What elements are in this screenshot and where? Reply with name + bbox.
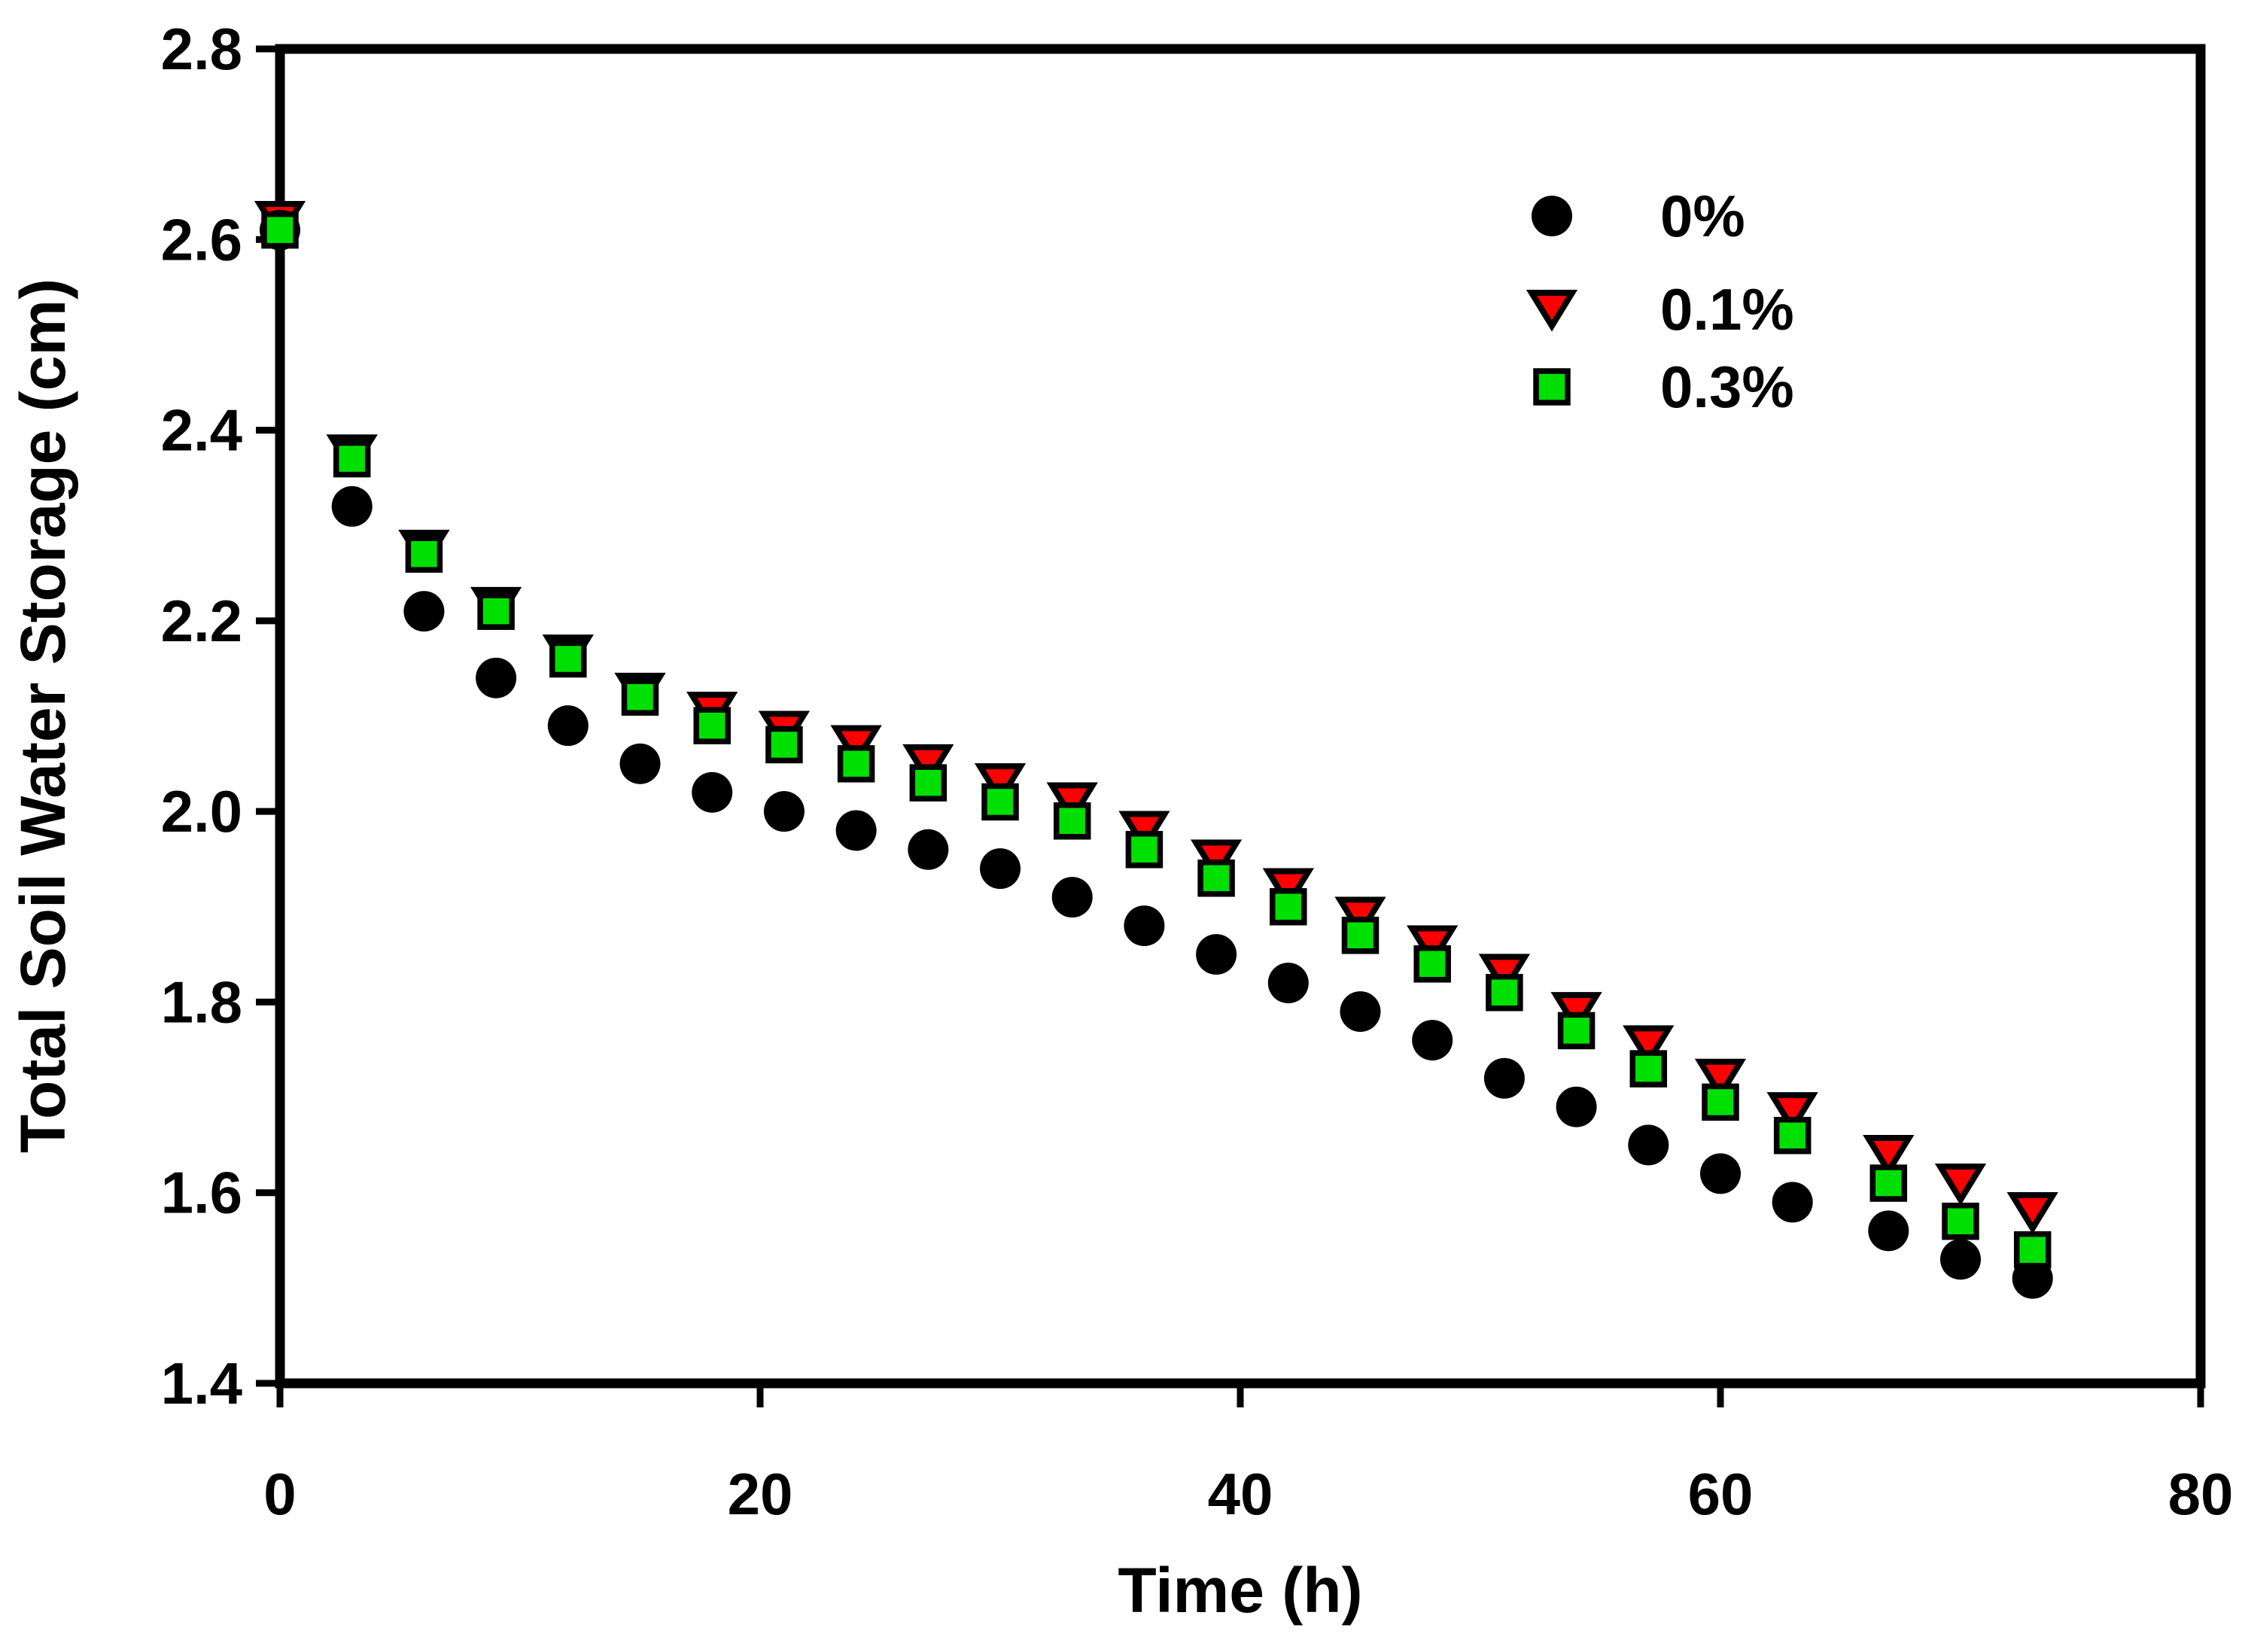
x-axis-title: Time (h) xyxy=(1118,1555,1362,1626)
data-point-square xyxy=(765,726,803,764)
y-tick-label: 2.4 xyxy=(161,397,242,464)
legend-item-label: 0.1% xyxy=(1660,276,1794,342)
data-point-circle xyxy=(1628,1124,1669,1166)
data-point-square xyxy=(333,440,371,478)
y-axis-title: Total Soil Water Storage (cm) xyxy=(8,278,78,1153)
data-point-square xyxy=(1270,888,1307,926)
data-point-triangle-down xyxy=(1118,811,1170,853)
legend-item: 0.1% xyxy=(1526,276,1794,342)
data-point-square xyxy=(1629,1050,1668,1088)
data-point-square xyxy=(1486,974,1523,1012)
data-point-square xyxy=(1341,917,1380,954)
data-point-square xyxy=(837,745,875,783)
axis-ticks xyxy=(256,45,2204,1407)
data-point-circle xyxy=(331,485,373,527)
data-point-triangle-down xyxy=(1934,1164,1987,1206)
data-point-triangle-down xyxy=(1478,954,1531,996)
data-point-triangle-down xyxy=(1550,992,1602,1034)
data-point-circle xyxy=(547,705,589,747)
data-point-square xyxy=(1869,1164,1908,1202)
data-point-square xyxy=(1702,1083,1739,1121)
data-point-circle xyxy=(1556,1086,1597,1127)
data-point-circle xyxy=(908,829,949,870)
data-point-square xyxy=(1773,1116,1812,1155)
data-point-square xyxy=(1557,1012,1596,1050)
data-point-square xyxy=(1197,859,1235,897)
x-tick-label: 20 xyxy=(728,1461,793,1527)
data-point-triangle-down xyxy=(830,725,882,768)
legend-item: 0% xyxy=(1532,183,1745,249)
legend-marker-triangle-down xyxy=(1526,290,1578,332)
data-point-triangle-down xyxy=(902,744,954,786)
data-point-square xyxy=(405,535,443,573)
data-point-circle xyxy=(1124,905,1165,947)
legend-item: 0.3% xyxy=(1533,354,1794,420)
legend-item-label: 0% xyxy=(1660,183,1745,249)
data-point-circle xyxy=(1772,1182,1813,1223)
data-point-triangle-down xyxy=(1407,925,1459,968)
legend-marker-circle xyxy=(1532,196,1572,236)
data-point-triangle-down xyxy=(1334,896,1386,939)
data-point-triangle-down xyxy=(1766,1092,1818,1134)
data-point-circle xyxy=(1412,1020,1453,1061)
x-tick-label: 0 xyxy=(263,1461,296,1527)
data-point-square xyxy=(477,592,515,630)
data-point-triangle-down xyxy=(1623,1025,1675,1068)
data-point-square xyxy=(1942,1202,1979,1240)
data-point-circle xyxy=(835,810,877,851)
data-point-circle xyxy=(1483,1057,1525,1099)
data-point-circle xyxy=(403,591,445,632)
legend-marker-square xyxy=(1533,368,1571,406)
data-point-triangle-down xyxy=(974,763,1027,805)
y-tick-label: 1.4 xyxy=(161,1350,242,1416)
y-tick-label: 2.0 xyxy=(161,778,242,844)
series-0% xyxy=(260,209,2053,1299)
data-point-triangle-down xyxy=(1190,839,1243,882)
data-point-circle xyxy=(1340,991,1381,1033)
y-tick-label: 1.8 xyxy=(161,969,242,1035)
data-point-circle xyxy=(1196,934,1237,975)
data-point-square xyxy=(1413,945,1451,983)
data-point-circle xyxy=(1051,877,1093,918)
data-point-triangle-down xyxy=(1863,1135,1915,1177)
data-point-circle xyxy=(763,791,805,832)
data-series-layer xyxy=(254,200,2058,1299)
data-point-circle xyxy=(980,848,1021,890)
data-point-triangle-down xyxy=(1046,782,1098,825)
data-point-square xyxy=(909,764,948,802)
data-point-square xyxy=(261,211,299,249)
data-point-triangle-down xyxy=(1694,1058,1747,1101)
x-tick-label: 60 xyxy=(1688,1461,1754,1527)
data-point-square xyxy=(1125,831,1164,869)
series-0.3% xyxy=(261,211,2052,1269)
data-point-circle xyxy=(476,657,517,698)
x-tick-label: 80 xyxy=(2168,1461,2234,1527)
legend-item-label: 0.3% xyxy=(1660,354,1794,420)
data-point-square xyxy=(693,707,731,744)
data-point-square xyxy=(2013,1231,2052,1269)
x-tick-label: 40 xyxy=(1208,1461,1273,1527)
data-point-circle xyxy=(1700,1153,1741,1194)
data-point-circle xyxy=(1267,963,1309,1004)
data-point-square xyxy=(1053,802,1091,840)
data-point-circle xyxy=(1868,1210,1909,1252)
data-point-circle xyxy=(1940,1239,1981,1280)
legend: 0% 0.1% 0.3% xyxy=(1526,183,1794,420)
data-point-circle xyxy=(692,771,733,813)
y-tick-label: 2.6 xyxy=(161,206,242,272)
y-tick-label: 2.2 xyxy=(161,588,242,654)
data-point-square xyxy=(549,640,587,678)
axis-tick-labels: 1.4 1.6 1.8 2.0 2.2 2.4 2.6 2.8 0 20 40 60 80 xyxy=(161,16,2234,1527)
data-point-triangle-down xyxy=(1262,868,1314,911)
data-point-square xyxy=(981,783,1019,821)
y-tick-label: 1.6 xyxy=(161,1160,242,1226)
data-point-square xyxy=(621,678,659,716)
data-point-circle xyxy=(619,743,661,784)
y-tick-label: 2.8 xyxy=(161,16,242,82)
data-point-triangle-down xyxy=(2006,1192,2058,1234)
